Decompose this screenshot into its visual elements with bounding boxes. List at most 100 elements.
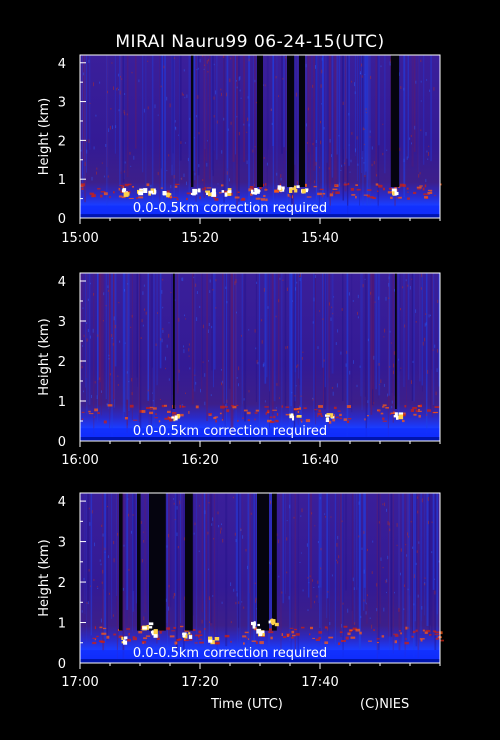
texture-speckle [100, 563, 102, 566]
texture-speckle [332, 391, 334, 396]
texture-speckle [356, 136, 358, 140]
boundary-layer-echo [355, 196, 357, 199]
texture-speckle [300, 515, 302, 517]
texture-speckle [111, 62, 113, 64]
texture-speckle [341, 623, 343, 628]
texture-speckle [183, 349, 185, 354]
boundary-layer-echo [334, 184, 337, 187]
texture-speckle [285, 346, 287, 350]
texture-streak [151, 273, 153, 368]
boundary-layer-echo [429, 191, 433, 194]
texture-speckle [424, 582, 426, 585]
x-tick-label: 15:00 [61, 231, 98, 246]
boundary-layer-echo [317, 412, 322, 416]
texture-streak [139, 273, 142, 439]
texture-streak [362, 55, 364, 151]
cloud-echo [190, 192, 194, 195]
texture-speckle [388, 282, 390, 287]
texture-speckle [143, 540, 145, 543]
boundary-layer-echo [266, 411, 268, 414]
texture-speckle [300, 395, 302, 397]
texture-speckle [235, 601, 237, 605]
boundary-layer-echo [179, 405, 181, 408]
boundary-layer-echo [199, 641, 204, 644]
texture-speckle [131, 530, 132, 534]
texture-speckle [143, 108, 145, 113]
texture-speckle [373, 161, 375, 165]
texture-streak [366, 493, 368, 624]
boundary-layer-echo [150, 408, 153, 410]
texture-streak [310, 55, 311, 188]
texture-speckle [211, 523, 213, 526]
texture-streak [106, 55, 108, 211]
texture-streak [314, 273, 316, 412]
texture-streak [354, 493, 356, 625]
texture-speckle [120, 76, 121, 78]
texture-speckle [185, 392, 186, 394]
boundary-layer-echo [429, 634, 432, 636]
cloud-echo [325, 414, 330, 417]
texture-speckle [378, 296, 380, 300]
texture-speckle [436, 368, 438, 372]
texture-speckle [315, 140, 317, 143]
y-tick-label: 3 [58, 536, 66, 551]
texture-speckle [123, 544, 125, 547]
texture-speckle [391, 405, 393, 409]
texture-speckle [141, 559, 143, 563]
boundary-layer-echo [194, 642, 198, 644]
texture-speckle [301, 357, 303, 360]
boundary-layer-echo [338, 642, 341, 645]
boundary-layer-echo [178, 413, 184, 417]
texture-streak [328, 493, 330, 637]
texture-speckle [122, 587, 124, 591]
texture-speckle [261, 319, 263, 322]
texture-speckle [403, 87, 405, 91]
texture-speckle [376, 608, 378, 612]
boundary-layer-echo [183, 639, 189, 642]
texture-speckle [147, 60, 149, 62]
texture-speckle [84, 162, 86, 167]
texture-streak [85, 273, 87, 388]
boundary-layer-echo [94, 638, 96, 641]
texture-speckle [431, 551, 433, 554]
texture-streak [399, 55, 400, 190]
boundary-layer-echo [364, 418, 366, 421]
texture-streak [436, 493, 438, 657]
texture-streak [368, 55, 370, 180]
cloud-echo [208, 639, 213, 643]
boundary-layer-echo [97, 412, 100, 414]
boundary-layer-echo [249, 186, 254, 189]
boundary-layer-echo [332, 188, 338, 190]
boundary-layer-echo [400, 632, 402, 635]
texture-speckle [180, 178, 182, 180]
boundary-layer-echo [297, 408, 301, 410]
texture-speckle [104, 551, 106, 553]
texture-streak [371, 273, 374, 406]
texture-speckle [312, 397, 314, 401]
boundary-layer-echo [337, 410, 341, 412]
texture-speckle [149, 185, 151, 187]
texture-streak [144, 493, 146, 613]
texture-speckle [300, 552, 302, 554]
boundary-layer-echo [171, 630, 176, 632]
texture-streak [211, 273, 213, 371]
texture-speckle [417, 594, 419, 598]
boundary-layer-echo [255, 197, 261, 200]
texture-speckle [295, 287, 297, 291]
texture-speckle [319, 166, 320, 169]
boundary-layer-echo [285, 406, 290, 408]
cloud-echo [292, 415, 295, 421]
boundary-layer-echo [248, 638, 250, 640]
texture-speckle [132, 514, 134, 516]
texture-speckle [138, 79, 140, 83]
texture-streak [378, 493, 380, 655]
texture-speckle [364, 278, 366, 280]
texture-streak [430, 55, 432, 162]
texture-streak [271, 273, 274, 416]
texture-speckle [168, 584, 170, 588]
texture-speckle [170, 292, 172, 294]
signal-gap [390, 55, 400, 187]
texture-speckle [344, 162, 346, 164]
texture-speckle [418, 174, 420, 178]
texture-speckle [108, 128, 110, 132]
